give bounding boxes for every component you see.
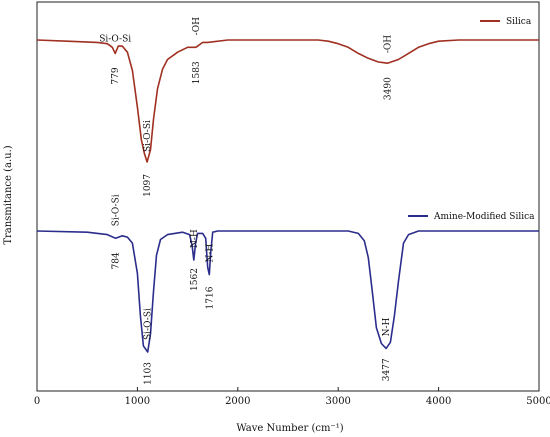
annotation-label: 1583 [192,61,202,84]
legend-label-silica: Silica [506,17,532,27]
annotation-label: Si-O-Si [143,120,153,152]
x-axis-title: Wave Number (cm⁻¹) [236,423,343,434]
x-tick-label: 4000 [426,396,451,407]
annotation-label: N-H [382,317,392,336]
annotation-label: Si-O-Si [112,194,122,226]
annotation-label: -OH [192,17,202,35]
x-tick-label: 3000 [325,396,350,407]
annotation-label: N-H [190,229,200,248]
annotation-label: -OH [383,35,393,53]
annotation-label: 1097 [143,174,153,197]
annotation-layer: Si-O-Si 779 Si-O-Si 1097 -OH 1583 -OH 3490 Si-O-… [99,17,393,385]
series-line-amine-modified-silica [36,230,539,353]
annotation-label: 3490 [383,77,393,100]
annotation-label: 3477 [382,358,392,381]
plot-frame [36,1,540,392]
annotation-label: 779 [111,67,121,84]
x-tick-label: 0 [34,396,40,407]
annotation-label: 1103 [144,362,154,385]
annotation-label: 1716 [205,286,215,309]
annotation-label: 784 [112,252,122,269]
y-axis-title: Transmitance (a.u.) [3,145,14,244]
x-ticks: 0 1000 2000 3000 4000 5000 [34,387,550,407]
series-layer [36,39,539,353]
legend-label-amine-modified-silica: Amine-Modified Silica [433,212,535,222]
annotation-label: N-H [205,244,215,263]
x-tick-label: 5000 [526,396,550,407]
series-line-silica [36,39,539,163]
annotation-label: Si-O-Si [99,34,131,44]
legend-amine-modified-silica: Amine-Modified Silica [408,212,535,222]
x-tick-label: 1000 [125,396,150,407]
annotation-label: 1562 [190,268,200,291]
annotation-label: Si-O-Si [144,308,154,340]
x-tick-label: 2000 [225,396,250,407]
legend-silica: Silica [480,17,532,27]
